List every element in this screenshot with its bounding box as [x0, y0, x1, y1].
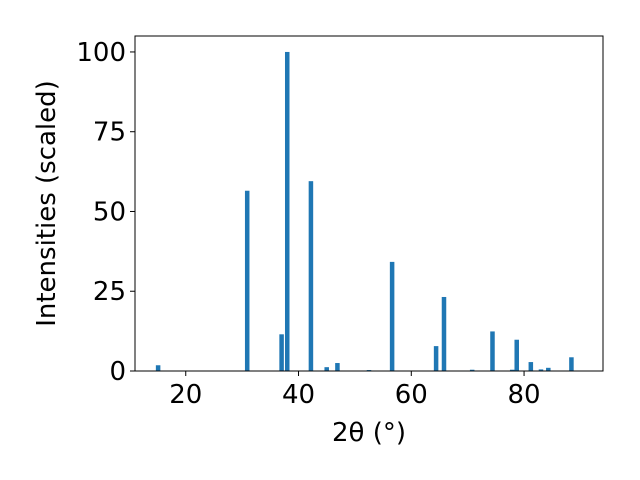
- bars-group: [155, 51, 574, 371]
- bar-11: [469, 369, 475, 371]
- bar-12: [490, 331, 495, 371]
- bar-1: [244, 190, 250, 371]
- y-tick-label-2: 50: [93, 197, 126, 227]
- bar-3: [284, 51, 290, 371]
- x-axis-ticks: 20 40 60 80: [169, 371, 541, 410]
- x-tick-label-0: 20: [169, 380, 202, 410]
- bar-14: [514, 339, 519, 371]
- bar-17: [546, 367, 551, 371]
- y-tick-label-3: 75: [93, 118, 126, 148]
- bar-4: [308, 181, 314, 371]
- bar-6: [335, 363, 340, 371]
- bar-10: [441, 296, 447, 371]
- bar-5: [324, 367, 329, 371]
- x-tick-label-2: 60: [395, 380, 428, 410]
- plot-frame: [134, 35, 604, 372]
- x-tick-label-3: 80: [508, 380, 541, 410]
- y-tick-label-1: 25: [93, 277, 126, 307]
- x-tick-label-1: 40: [282, 380, 315, 410]
- bar-13: [509, 369, 515, 371]
- y-tick-label-0: 0: [109, 357, 126, 387]
- bar-9: [433, 346, 439, 371]
- y-tick-label-4: 100: [76, 38, 126, 68]
- y-axis-ticks: 0 25 50 75 100: [76, 38, 135, 387]
- x-axis-label: 2θ (°): [332, 418, 406, 448]
- bar-18: [569, 357, 574, 371]
- bar-15: [528, 362, 534, 371]
- y-axis-label: Intensities (scaled): [32, 80, 62, 327]
- bar-0: [155, 365, 161, 371]
- bar-16: [538, 369, 544, 371]
- bar-2: [279, 334, 284, 371]
- bar-8: [389, 261, 395, 371]
